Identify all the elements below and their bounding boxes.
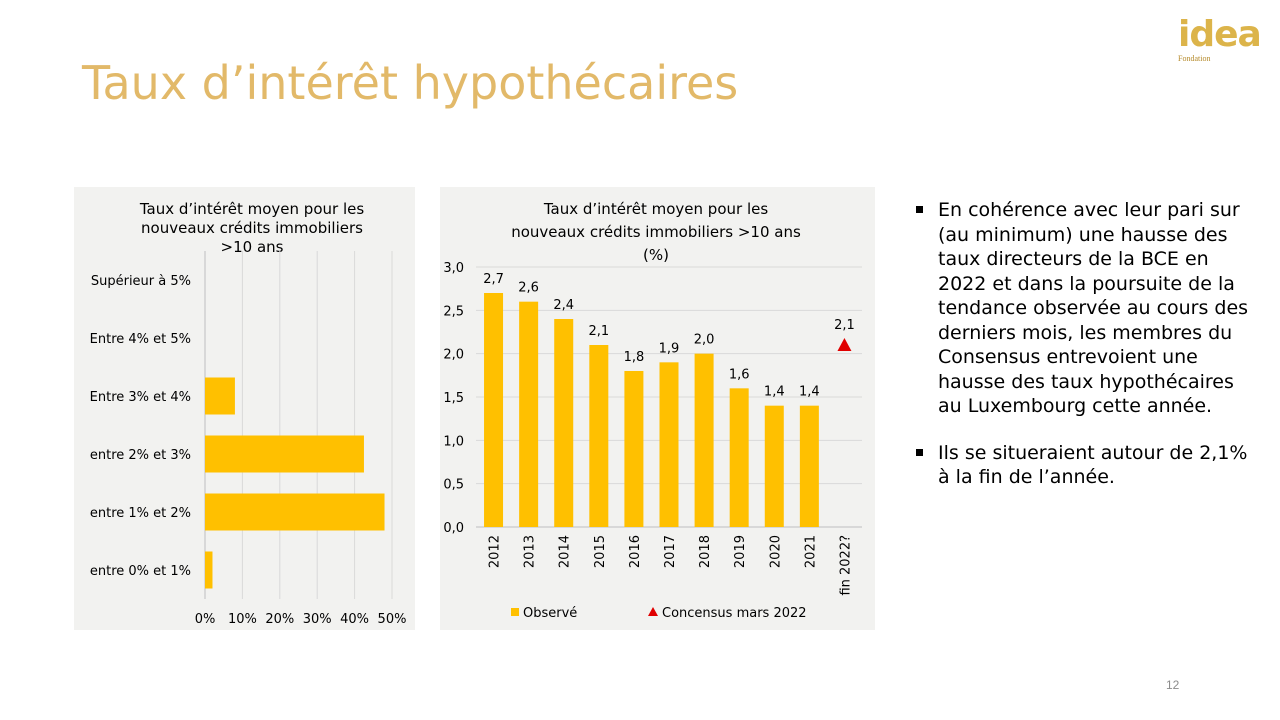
x-tick-label: 40% (340, 612, 369, 627)
square-bullet-icon (916, 448, 923, 456)
x-tick-label: 2018 (698, 535, 713, 568)
bar (205, 435, 364, 473)
x-tick-label: 0% (195, 612, 216, 627)
y-tick-label: 1,5 (443, 391, 464, 406)
x-tick-label: 2020 (768, 535, 783, 568)
data-label: 1,4 (799, 385, 820, 400)
rates-bar-chart: Taux d’intérêt moyen pour les nouveaux cr… (443, 200, 862, 621)
page-number: 12 (1166, 678, 1180, 692)
bar (799, 405, 819, 527)
bar (694, 353, 714, 527)
bar (205, 377, 235, 415)
x-tick-label: 2013 (523, 535, 538, 568)
bar (589, 345, 609, 527)
bullet-text: Ils se situeraient autour de 2,1% à la f… (938, 441, 1248, 489)
legend-label: Concensus mars 2022 (662, 606, 807, 621)
data-label: 2,6 (518, 281, 539, 296)
x-tick-label: 30% (303, 612, 332, 627)
chart-title-line: >10 ans (221, 238, 284, 256)
chart-title-line: nouveaux crédits immobiliers >10 ans (511, 223, 801, 241)
data-label: 2,0 (694, 333, 715, 348)
chart-title-line: (%) (643, 246, 669, 264)
square-bullet-icon (916, 206, 923, 213)
x-tick-label: 2012 (488, 535, 503, 568)
y-tick-label: 2,0 (443, 348, 464, 363)
x-tick-label: 2019 (733, 535, 748, 568)
bar (205, 551, 213, 589)
bar (205, 493, 385, 531)
data-label: 1,8 (624, 350, 645, 365)
bar (519, 301, 539, 527)
x-tick-label: 10% (228, 612, 257, 627)
bullet-item: En cohérence avec leur pari sur (au mini… (912, 198, 1257, 419)
bar (554, 319, 574, 527)
y-tick-label: 2,5 (443, 304, 464, 319)
bullet-item: Ils se situeraient autour de 2,1% à la f… (912, 441, 1257, 490)
category-label: entre 2% et 3% (90, 448, 191, 463)
data-label: 1,4 (764, 385, 785, 400)
chart-title-line: Taux d’intérêt moyen pour les (543, 200, 769, 218)
y-tick-label: 1,0 (443, 434, 464, 449)
x-tick-label: 2021 (803, 535, 818, 568)
chart-title-line: nouveaux crédits immobiliers (141, 219, 363, 237)
bar (624, 371, 644, 527)
bar (729, 388, 749, 527)
x-tick-label: 2014 (558, 535, 573, 568)
logo-subtitle: Fondation (1178, 54, 1211, 63)
data-label: 1,9 (659, 341, 680, 356)
data-label: 2,4 (553, 298, 574, 313)
slide-title: Taux d’intérêt hypothécaires (82, 56, 739, 110)
x-tick-label: 2017 (663, 535, 678, 568)
data-label: 1,6 (729, 367, 750, 382)
x-tick-label: 20% (265, 612, 294, 627)
distribution-chart-panel: Taux d’intérêt moyen pour les nouveaux cr… (74, 187, 415, 630)
chart-title-line: Taux d’intérêt moyen pour les (139, 200, 365, 218)
rates-chart-panel: Taux d’intérêt moyen pour les nouveaux cr… (440, 187, 875, 630)
category-label: Supérieur à 5% (91, 274, 191, 289)
legend-swatch-consensus (648, 607, 658, 616)
y-tick-label: 0,0 (443, 521, 464, 536)
x-tick-label: fin 2022? (838, 535, 853, 596)
x-tick-label: 2015 (593, 535, 608, 568)
data-label: 2,7 (483, 272, 504, 287)
y-tick-label: 0,5 (443, 478, 464, 493)
bar (484, 293, 504, 527)
bullet-list: En cohérence avec leur pari sur (au mini… (912, 198, 1257, 512)
category-label: Entre 3% et 4% (90, 390, 191, 405)
x-tick-label: 50% (378, 612, 407, 627)
category-label: Entre 4% et 5% (90, 332, 191, 347)
idea-logo: idea Fondation (1160, 14, 1270, 70)
logo-wordmark: idea (1178, 14, 1262, 55)
data-label: 2,1 (588, 324, 609, 339)
category-label: entre 0% et 1% (90, 564, 191, 579)
bar (659, 362, 679, 527)
legend-label: Observé (523, 606, 577, 621)
y-tick-label: 3,0 (443, 261, 464, 276)
bar (764, 405, 784, 527)
consensus-marker (837, 338, 852, 351)
bullet-text: En cohérence avec leur pari sur (au mini… (938, 199, 1249, 417)
category-label: entre 1% et 2% (90, 506, 191, 521)
x-tick-label: 2016 (628, 535, 643, 568)
data-label: 2,1 (834, 318, 855, 333)
legend-swatch-observed (511, 608, 519, 616)
